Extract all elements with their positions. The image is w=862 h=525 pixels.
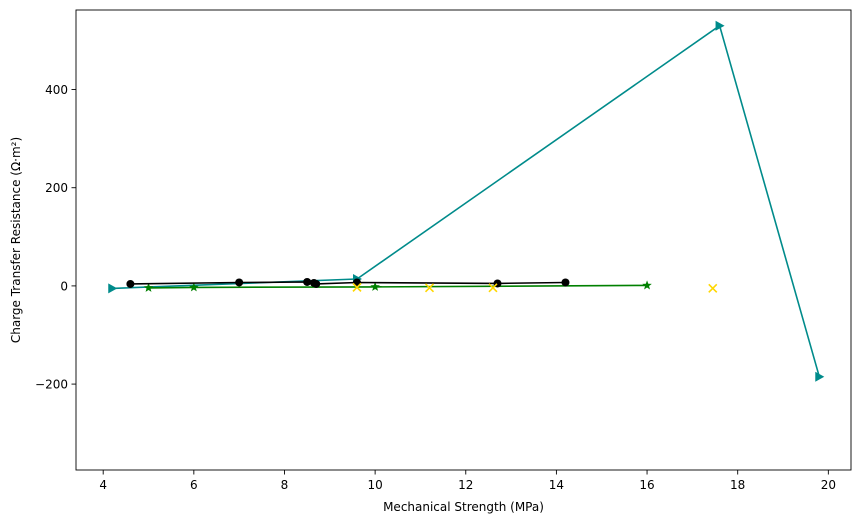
x-tick-label: 10 xyxy=(367,478,382,492)
x-tick-label: 14 xyxy=(549,478,564,492)
plot-area xyxy=(108,20,825,382)
series-4 xyxy=(352,282,718,293)
data-point xyxy=(108,283,118,294)
data-point xyxy=(715,20,725,31)
x-tick-label: 16 xyxy=(639,478,654,492)
y-tick-label: 400 xyxy=(45,83,68,97)
data-point xyxy=(352,282,362,292)
data-point xyxy=(126,279,135,288)
data-point xyxy=(189,282,199,292)
data-point xyxy=(561,278,570,287)
series-line xyxy=(148,284,648,289)
x-tick-label: 12 xyxy=(458,478,473,492)
series-3 xyxy=(126,277,570,288)
x-axis: 4 6 8 10 12 14 16 18 20 xyxy=(99,470,836,492)
x-axis-label: Mechanical Strength (MPa) xyxy=(383,500,544,514)
y-tick-label: 200 xyxy=(45,181,68,195)
y-axis-label: Charge Transfer Resistance (Ω·m²) xyxy=(9,137,23,343)
data-point xyxy=(488,283,498,293)
data-point xyxy=(312,279,321,288)
y-tick-label: −200 xyxy=(35,378,68,392)
data-point xyxy=(708,283,718,293)
x-tick-label: 8 xyxy=(281,478,289,492)
x-tick-label: 18 xyxy=(730,478,745,492)
series-2 xyxy=(143,280,652,292)
data-point xyxy=(143,282,154,292)
x-tick-label: 4 xyxy=(99,478,107,492)
data-point xyxy=(642,280,652,290)
x-tick-label: 20 xyxy=(821,478,836,492)
y-tick-label: 0 xyxy=(60,279,68,293)
x-tick-label: 6 xyxy=(190,478,198,492)
series-line xyxy=(112,24,821,377)
data-point xyxy=(303,277,312,286)
data-point xyxy=(815,371,825,382)
data-point xyxy=(424,283,435,293)
data-point xyxy=(235,278,244,287)
y-axis: −200 0 200 400 xyxy=(35,83,76,392)
data-point xyxy=(370,281,380,291)
axes-frame xyxy=(75,9,852,471)
